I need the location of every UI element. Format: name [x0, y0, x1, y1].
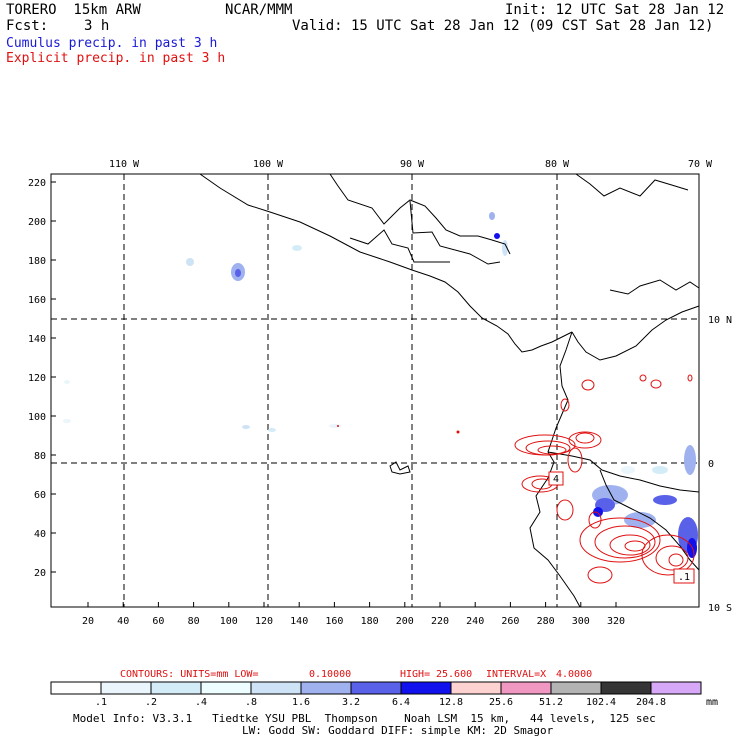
- legend-swatch: [500, 681, 552, 695]
- legend-label: .4: [195, 697, 207, 708]
- lon-label-70w: 70 W: [688, 159, 713, 170]
- lon-label-100w: 100 W: [253, 159, 284, 170]
- legend-swatch: [300, 681, 352, 695]
- legend-swatch: [50, 681, 102, 695]
- legend-unit: mm: [706, 697, 718, 708]
- x-tick-label: 100: [220, 616, 238, 627]
- explicit-precip-label: Explicit precip. in past 3 h: [6, 51, 226, 66]
- explicit-precip-contours: [514, 374, 695, 584]
- max-value-box-1: [548, 471, 564, 486]
- max-value-box-2: [673, 568, 695, 584]
- contours-high-label: HIGH=: [400, 669, 430, 680]
- x-tick-label: 320: [607, 616, 625, 627]
- explicit-precip-dot: [337, 425, 339, 427]
- lat-label-10s: 10 S: [708, 603, 732, 614]
- legend-label: 3.2: [342, 697, 360, 708]
- y-tick-label: 80: [34, 451, 46, 462]
- valid-time: Valid: 15 UTC Sat 28 Jan 12 (09 CST Sat …: [292, 18, 714, 34]
- legend-swatch: [350, 681, 402, 695]
- y-tick-label: 140: [28, 334, 46, 345]
- max-value-label-1: 4: [553, 474, 559, 485]
- legend-swatch: [600, 681, 652, 695]
- model-info: Model Info: V3.3.1 Tiedtke YSU PBL Thomp…: [73, 712, 656, 725]
- cumulus-precip-label: Cumulus precip. in past 3 h: [6, 36, 218, 51]
- legend-swatch: [250, 681, 302, 695]
- lat-label-10n: 10 N: [708, 315, 732, 326]
- x-tick-label: 240: [466, 616, 484, 627]
- max-value-label-2: .1: [678, 572, 690, 583]
- x-tick-label: 140: [290, 616, 308, 627]
- lon-label-110w: 110 W: [109, 159, 140, 170]
- x-axis-ticks: [87, 602, 617, 607]
- legend-label: 51.2: [539, 697, 563, 708]
- y-tick-label: 120: [28, 373, 46, 384]
- forecast-label: Fcst:: [6, 18, 49, 34]
- x-tick-label: 260: [501, 616, 519, 627]
- legend-label: 6.4: [392, 697, 410, 708]
- forecast-value: 3 h: [84, 18, 110, 34]
- map-frame: [50, 173, 700, 608]
- y-tick-label: 200: [28, 217, 46, 228]
- contours-prefix: CONTOURS: UNITS=mm LOW=: [120, 669, 258, 680]
- x-tick-label: 80: [188, 616, 200, 627]
- x-tick-label: 300: [572, 616, 590, 627]
- y-tick-label: 100: [28, 412, 46, 423]
- legend-label: 25.6: [489, 697, 513, 708]
- lat-label-0: 0: [708, 459, 714, 470]
- y-tick-label: 160: [28, 295, 46, 306]
- legend-label: .8: [245, 697, 257, 708]
- x-tick-label: 220: [431, 616, 449, 627]
- contours-low: 0.10000: [309, 669, 351, 680]
- x-tick-label: 200: [396, 616, 414, 627]
- init-time: Init: 12 UTC Sat 28 Jan 12: [505, 2, 725, 18]
- y-axis-ticks: [51, 181, 56, 573]
- legend-swatch: [400, 681, 452, 695]
- legend-label: 1.6: [292, 697, 310, 708]
- y-tick-label: 20: [34, 568, 46, 579]
- lon-label-90w: 90 W: [400, 159, 425, 170]
- lat-lon-grid: [51, 174, 699, 607]
- model-title: TORERO 15km ARW: [6, 2, 141, 18]
- legend-swatch: [450, 681, 502, 695]
- legend-label: 12.8: [439, 697, 463, 708]
- y-tick-label: 60: [34, 490, 46, 501]
- explicit-precip-dot: [456, 430, 460, 434]
- x-tick-label: 40: [117, 616, 129, 627]
- cumulus-precip-areas: [63, 212, 698, 558]
- contours-high: 25.600: [436, 669, 472, 680]
- x-tick-label: 160: [325, 616, 343, 627]
- y-tick-label: 220: [28, 178, 46, 189]
- center-name: NCAR/MMM: [225, 2, 293, 18]
- legend-swatch: [550, 681, 602, 695]
- x-tick-label: 280: [537, 616, 555, 627]
- y-tick-label: 180: [28, 256, 46, 267]
- legend-label: .1: [95, 697, 107, 708]
- legend-label: 204.8: [636, 697, 666, 708]
- legend-label: 102.4: [586, 697, 616, 708]
- x-tick-label: 20: [82, 616, 94, 627]
- lon-label-80w: 80 W: [545, 159, 570, 170]
- contours-interval-label: INTERVAL=X: [486, 669, 546, 680]
- model-physics: LW: Godd SW: Goddard DIFF: simple KM: 2D…: [242, 724, 554, 737]
- legend-swatch: [200, 681, 252, 695]
- coastlines: [199, 173, 700, 608]
- legend-swatch: [150, 681, 202, 695]
- x-tick-label: 180: [361, 616, 379, 627]
- legend-swatch: [650, 681, 702, 695]
- legend-color-bar: [50, 681, 702, 695]
- contours-interval: 4.0000: [556, 669, 592, 680]
- x-tick-label: 60: [152, 616, 164, 627]
- y-tick-label: 40: [34, 529, 46, 540]
- legend-swatch: [100, 681, 152, 695]
- x-tick-label: 120: [255, 616, 273, 627]
- legend-label: .2: [145, 697, 157, 708]
